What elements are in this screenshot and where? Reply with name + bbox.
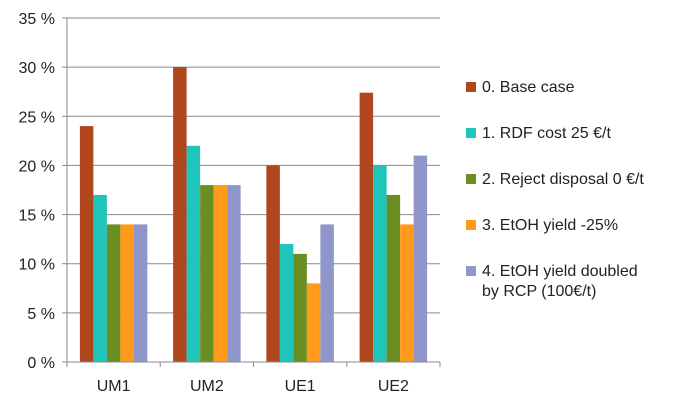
bar (386, 194, 401, 362)
x-tick-label: UM1 (97, 378, 131, 395)
legend-item: 3. EtOH yield -25% (466, 216, 686, 236)
bar (79, 126, 94, 362)
y-tick-label: 0 % (27, 355, 55, 372)
legend-label: 0. Base case (482, 79, 575, 96)
legend-item: 4. EtOH yield doubled by RCP (100€/t) (466, 262, 686, 302)
y-tick-label: 10 % (19, 257, 55, 274)
bar (200, 185, 214, 362)
legend-item: 0. Base case (466, 78, 686, 98)
x-tick-label: UE1 (285, 378, 316, 395)
bar (413, 155, 428, 362)
bar (279, 244, 294, 362)
x-tick-labels: UM1 UM2 UE1 UE2 (97, 378, 409, 395)
bar (106, 224, 121, 362)
x-tick-label: UM2 (190, 378, 224, 395)
y-tick-label: 15 % (19, 208, 55, 225)
y-tick-label: 5 % (27, 306, 55, 323)
bar (186, 145, 201, 362)
legend-label: 4. EtOH yield doubled by RCP (100€/t) (482, 263, 638, 300)
legend-label: 1. RDF cost 25 €/t (482, 125, 611, 142)
legend-label: 2. Reject disposal 0 €/t (482, 171, 644, 188)
legend-swatch (466, 128, 476, 138)
legend-swatch (466, 220, 476, 230)
bar (373, 165, 387, 362)
legend-swatch (466, 82, 476, 92)
legend-item: 2. Reject disposal 0 €/t (466, 170, 686, 190)
bar (320, 224, 334, 362)
bar (400, 224, 414, 362)
y-tick-label: 20 % (19, 158, 55, 175)
legend-item: 1. RDF cost 25 €/t (466, 124, 686, 144)
bars (79, 67, 428, 363)
bar (266, 165, 280, 362)
bar (120, 224, 134, 362)
bar (293, 253, 307, 362)
bar (93, 194, 107, 362)
legend-swatch (466, 266, 476, 276)
y-tick-label: 35 % (19, 11, 55, 28)
bar (359, 92, 374, 362)
y-tick-labels: 0 % 5 % 10 % 15 % 20 % 25 % 30 % 35 % (19, 11, 55, 372)
legend: 0. Base case 1. RDF cost 25 €/t 2. Rejec… (466, 78, 686, 328)
x-tick-label: UE2 (378, 378, 409, 395)
y-tick-label: 30 % (19, 60, 55, 77)
bar (306, 283, 321, 362)
legend-label: 3. EtOH yield -25% (482, 217, 619, 234)
bar (133, 224, 148, 362)
bar (227, 185, 241, 362)
bar (213, 185, 228, 362)
axes (66, 18, 441, 367)
bar (173, 67, 187, 363)
legend-swatch (466, 174, 476, 184)
y-tick-label: 25 % (19, 109, 55, 126)
